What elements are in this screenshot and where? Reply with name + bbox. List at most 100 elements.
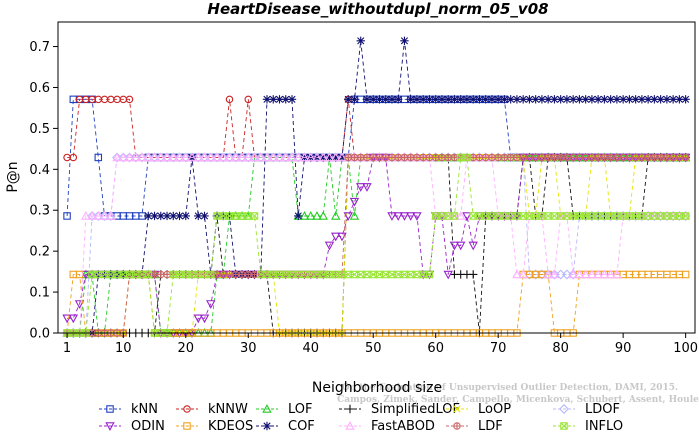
data-point: [487, 95, 497, 104]
data-point: [568, 269, 578, 279]
data-point: [488, 153, 496, 162]
data-point: [506, 95, 515, 104]
data-point: [150, 211, 159, 221]
data-point: [100, 270, 109, 279]
y-tick-label: 0.6: [29, 81, 50, 96]
data-point: [468, 95, 478, 104]
series-ldf: [63, 153, 690, 337]
legend-label: kNNW: [208, 402, 248, 417]
data-point: [225, 270, 234, 279]
data-point: [331, 153, 340, 162]
data-point: [544, 153, 552, 162]
data-point: [349, 211, 360, 220]
x-tick-label: 50: [365, 341, 382, 356]
data-point: [668, 95, 678, 104]
data-point: [356, 153, 365, 162]
data-point: [580, 269, 591, 279]
data-point: [175, 211, 184, 221]
data-point: [331, 152, 341, 162]
legend-label: ODIN: [131, 419, 165, 434]
data-point: [443, 95, 453, 104]
data-point: [68, 314, 79, 324]
data-point: [563, 153, 571, 162]
data-point: [281, 95, 290, 104]
data-point: [299, 152, 310, 162]
data-point: [287, 95, 297, 104]
data-point: [106, 211, 116, 220]
data-point: [500, 153, 509, 162]
data-point: [406, 153, 415, 162]
data-point: [369, 95, 378, 104]
data-point: [331, 232, 341, 242]
x-tick-label: 70: [490, 341, 507, 356]
series-cof: [62, 36, 690, 338]
series-ldof: [62, 152, 691, 338]
data-point: [343, 212, 353, 221]
data-point: [569, 153, 577, 162]
data-point: [394, 153, 402, 162]
data-point: [419, 95, 428, 104]
data-point: [425, 270, 434, 279]
data-point: [362, 95, 372, 104]
data-point: [93, 211, 104, 220]
data-point: [469, 153, 477, 162]
legend-marker: [453, 422, 461, 430]
data-point: [455, 211, 466, 220]
data-point: [149, 152, 160, 162]
data-point: [475, 153, 484, 162]
x-tick-label: 20: [178, 341, 195, 356]
legend-item-knnw: kNNW: [176, 402, 248, 417]
data-point: [306, 211, 316, 220]
data-point: [450, 95, 459, 104]
data-point: [500, 95, 509, 104]
data-point: [199, 152, 210, 162]
data-point: [319, 153, 328, 162]
data-point: [162, 211, 172, 221]
data-point: [87, 211, 97, 220]
data-point: [169, 211, 178, 221]
data-point: [344, 153, 352, 162]
data-point: [369, 270, 377, 279]
y-tick-label: 0.5: [29, 122, 50, 137]
series-loop: [63, 153, 690, 337]
data-point: [431, 153, 440, 162]
data-point: [450, 153, 459, 162]
legend-marker: [345, 421, 355, 430]
data-point: [243, 152, 253, 162]
legend-item-kdeos: KDEOS: [176, 419, 253, 434]
chart-title: HeartDisease_withoutdupl_norm_05_v08: [207, 0, 548, 18]
data-point: [644, 153, 652, 162]
data-point: [337, 152, 347, 162]
data-point: [156, 152, 166, 162]
legend-item-knn: kNN: [99, 402, 158, 417]
y-tick-label: 0.1: [29, 286, 50, 301]
legend-label: KDEOS: [208, 419, 253, 434]
data-point: [493, 95, 503, 104]
data-point: [587, 95, 597, 104]
data-point: [362, 183, 372, 192]
legend-marker: [262, 421, 272, 431]
data-point: [194, 211, 203, 221]
data-point: [144, 211, 153, 221]
data-point: [443, 270, 453, 280]
data-point: [350, 95, 359, 104]
data-point: [613, 212, 621, 220]
data-point: [337, 153, 347, 162]
data-point: [681, 95, 690, 104]
series-lof: [62, 152, 691, 337]
legend-label: kNN: [131, 402, 158, 417]
data-point: [638, 153, 646, 162]
data-point: [605, 269, 616, 279]
data-point: [431, 95, 440, 104]
data-point: [512, 95, 522, 104]
data-point: [232, 270, 240, 279]
data-point: [675, 95, 684, 104]
data-point: [406, 95, 415, 104]
legend-item-cof: COF: [256, 419, 315, 434]
data-point: [531, 95, 540, 104]
data-point: [207, 270, 215, 279]
series-layer: [62, 36, 691, 338]
data-point: [531, 212, 540, 220]
data-point: [268, 152, 278, 162]
data-point: [412, 95, 422, 104]
